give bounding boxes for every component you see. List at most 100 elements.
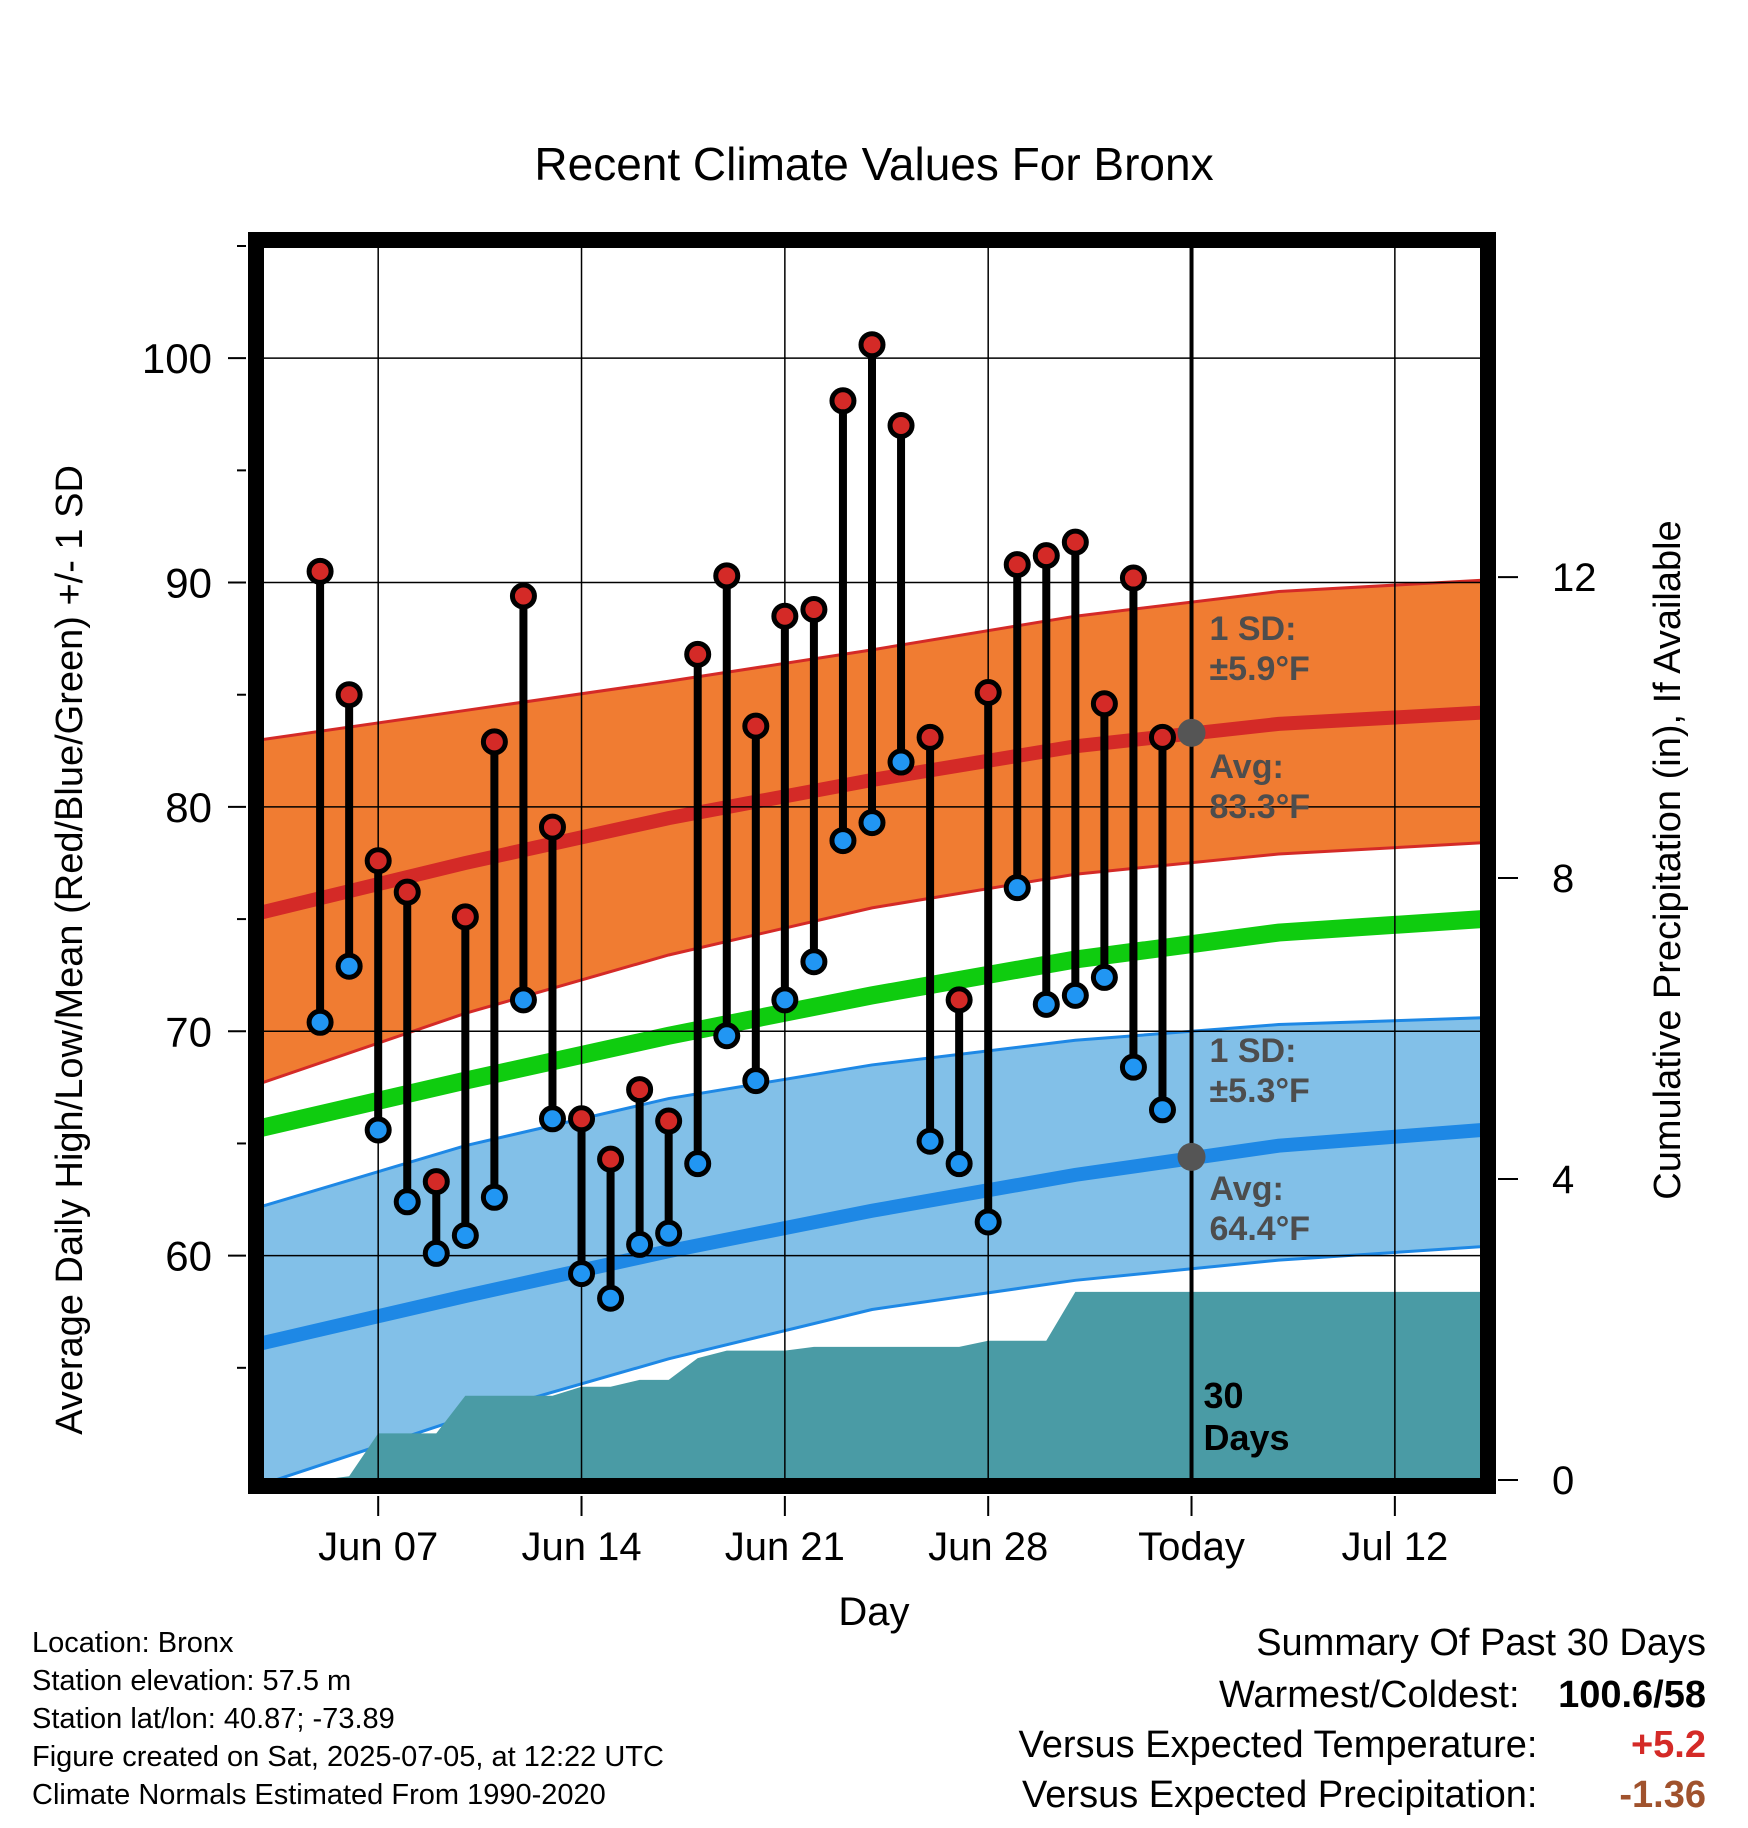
low-point bbox=[306, 1008, 334, 1036]
high-point bbox=[422, 1168, 450, 1196]
summary-precip-label: Versus Expected Precipitation: bbox=[1022, 1774, 1538, 1816]
high-point bbox=[945, 986, 973, 1014]
high-point bbox=[335, 681, 363, 709]
high-point bbox=[916, 723, 944, 751]
high-point bbox=[974, 678, 1002, 706]
normal-low-line bbox=[262, 1123, 1482, 1350]
info-created: Figure created on Sat, 2025-07-05, at 12… bbox=[32, 1741, 664, 1773]
low-point bbox=[1119, 1053, 1147, 1081]
high-point bbox=[829, 387, 857, 415]
low-point bbox=[1003, 874, 1031, 902]
y2-tick-label: 12 bbox=[1552, 556, 1597, 600]
low-point bbox=[655, 1219, 683, 1247]
low-avg-value: 64.4°F bbox=[1210, 1210, 1311, 1248]
y-tick-label: 100 bbox=[142, 335, 212, 382]
y2-tick-label: 8 bbox=[1552, 857, 1574, 901]
today-low-avg-marker bbox=[1177, 1142, 1206, 1171]
y-axis-label: Average Daily High/Low/Mean (Red/Blue/Gr… bbox=[49, 465, 91, 1435]
low-point bbox=[713, 1022, 741, 1050]
window-label-number: 30 bbox=[1204, 1375, 1244, 1416]
high-point bbox=[568, 1105, 596, 1133]
summary-temp-label: Versus Expected Temperature: bbox=[1018, 1724, 1538, 1766]
low-point bbox=[480, 1183, 508, 1211]
y-tick-label: 90 bbox=[165, 560, 212, 607]
summary-warmest-row: Warmest/Coldest: 100.6/58 bbox=[1219, 1674, 1706, 1717]
x-tick-label: Today bbox=[1138, 1525, 1245, 1569]
summary-warmest-label: Warmest/Coldest: bbox=[1218, 1674, 1520, 1716]
x-axis-label: Day bbox=[838, 1590, 909, 1634]
low-point bbox=[1090, 963, 1118, 991]
high-point bbox=[800, 595, 828, 623]
y-tick-label: 60 bbox=[165, 1233, 212, 1280]
low-point bbox=[509, 986, 537, 1014]
high-point bbox=[1090, 690, 1118, 718]
x-tick-label: Jun 21 bbox=[725, 1525, 845, 1569]
x-tick-label: Jun 14 bbox=[521, 1525, 641, 1569]
low-point bbox=[597, 1284, 625, 1312]
info-location: Location: Bronx bbox=[32, 1627, 234, 1659]
low-point bbox=[916, 1127, 944, 1155]
high-point bbox=[771, 602, 799, 630]
low-sd-label: 1 SD: bbox=[1210, 1032, 1297, 1070]
low-point bbox=[742, 1067, 770, 1095]
low-point bbox=[945, 1150, 973, 1178]
summary-temp-row: Versus Expected Temperature: +5.2 bbox=[1019, 1724, 1706, 1767]
low-point bbox=[1032, 990, 1060, 1018]
low-sd-band bbox=[262, 1017, 1482, 1480]
precipitation-area bbox=[291, 1291, 1482, 1480]
low-point bbox=[626, 1230, 654, 1258]
low-avg-label: Avg: bbox=[1210, 1170, 1284, 1208]
high-point bbox=[1032, 542, 1060, 570]
window-label-days: Days bbox=[1204, 1417, 1290, 1458]
low-point bbox=[684, 1150, 712, 1178]
summary-warmest-value: 100.6/58 bbox=[1558, 1674, 1706, 1716]
high-point bbox=[306, 557, 334, 585]
high-point bbox=[626, 1076, 654, 1104]
low-point bbox=[1148, 1096, 1176, 1124]
low-point bbox=[829, 827, 857, 855]
high-point bbox=[1061, 528, 1089, 556]
high-point bbox=[713, 562, 741, 590]
y-tick-label: 80 bbox=[165, 784, 212, 831]
low-point bbox=[974, 1208, 1002, 1236]
low-point bbox=[858, 809, 886, 837]
high-point bbox=[538, 813, 566, 841]
high-sd-value: ±5.9°F bbox=[1210, 650, 1310, 688]
low-point bbox=[538, 1105, 566, 1133]
plot-frame bbox=[248, 232, 1496, 1494]
low-point bbox=[422, 1239, 450, 1267]
summary-precip-row: Versus Expected Precipitation: -1.36 bbox=[1022, 1774, 1706, 1817]
summary-title: Summary Of Past 30 Days bbox=[1256, 1622, 1706, 1664]
low-point bbox=[887, 748, 915, 776]
high-point bbox=[1148, 723, 1176, 751]
high-point bbox=[480, 728, 508, 756]
x-tick-label: Jul 12 bbox=[1341, 1525, 1448, 1569]
chart-title: Recent Climate Values For Bronx bbox=[534, 138, 1213, 190]
high-point bbox=[597, 1145, 625, 1173]
high-point bbox=[451, 903, 479, 931]
low-point bbox=[771, 986, 799, 1014]
y2-axis-label: Cumulative Precipitation (in), If Availa… bbox=[1647, 520, 1689, 1199]
low-point bbox=[1061, 981, 1089, 1009]
high-point bbox=[684, 640, 712, 668]
high-point bbox=[364, 847, 392, 875]
low-point bbox=[364, 1116, 392, 1144]
info-normals: Climate Normals Estimated From 1990-2020 bbox=[32, 1779, 606, 1811]
low-point bbox=[451, 1221, 479, 1249]
high-point bbox=[887, 411, 915, 439]
y2-tick-label: 0 bbox=[1552, 1459, 1574, 1503]
x-tick-label: Jun 07 bbox=[318, 1525, 438, 1569]
info-latlon: Station lat/lon: 40.87; -73.89 bbox=[32, 1703, 395, 1735]
low-sd-value: ±5.3°F bbox=[1210, 1072, 1310, 1110]
x-tick-label: Jun 28 bbox=[928, 1525, 1048, 1569]
high-avg-value: 83.3°F bbox=[1210, 788, 1311, 826]
y-tick-label: 70 bbox=[165, 1008, 212, 1055]
high-point bbox=[1003, 551, 1031, 579]
high-point bbox=[1119, 564, 1147, 592]
high-sd-label: 1 SD: bbox=[1210, 610, 1297, 648]
high-point bbox=[393, 878, 421, 906]
y2-tick-label: 4 bbox=[1552, 1158, 1574, 1202]
info-elevation: Station elevation: 57.5 m bbox=[32, 1665, 352, 1697]
